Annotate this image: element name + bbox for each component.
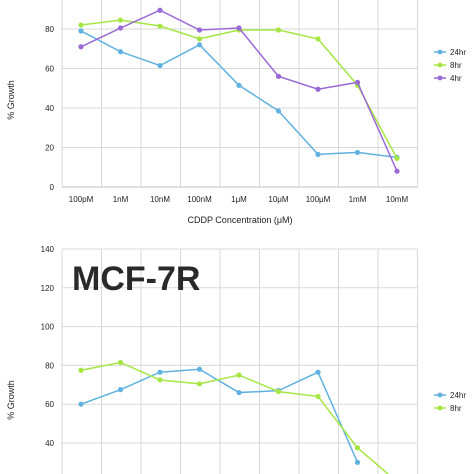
y-tick-label: 60 [45,65,54,74]
data-point [78,28,84,34]
data-point [117,387,124,393]
legend-swatch-marker [437,392,443,398]
series-24hr [78,28,400,160]
data-point [157,7,163,13]
legend-label: 8hr [450,61,462,70]
data-point [236,389,242,396]
y-tick-label: 80 [45,361,54,370]
x-tick-label: 10nM [150,195,170,204]
series-line [80,19,398,159]
data-point [315,369,321,375]
data-point [236,372,242,378]
series-line [80,368,359,463]
y-tick-label: 60 [45,400,54,409]
data-point [196,366,203,372]
series-24hr [78,366,361,465]
x-tick-label: 1mM [349,195,367,204]
data-point [354,445,361,451]
data-point [78,22,84,28]
x-tick-label: 10μM [268,195,289,204]
legend: 24hr 8hr [434,391,466,413]
data-point [275,73,282,79]
data-point [196,36,203,42]
data-point [157,62,163,69]
x-tick-label: 100pM [69,195,94,204]
y-axis-title: % Growth [6,80,16,120]
chart-panel-bottom: 40 60 80 100 120 140 % Growth MCF-7R 24hr 8hr [6,245,466,474]
y-axis-title: % Growth [6,380,16,420]
data-point [157,23,163,29]
data-point [315,36,321,42]
x-tick-label: 100μM [306,195,331,204]
data-point [236,82,242,88]
legend-label: 8hr [450,404,462,413]
data-point [157,369,163,375]
data-point [78,367,84,373]
data-point [117,49,124,55]
data-point [117,25,124,31]
legend-swatch-marker [437,75,443,81]
x-tick-label: 10mM [386,195,409,204]
data-point [236,25,242,31]
data-point [117,17,124,23]
data-point [315,86,321,92]
data-point [275,388,282,395]
data-point [394,168,400,174]
legend: 24hr 8hr 4hr [434,48,466,83]
y-tick-label: 140 [41,245,55,254]
data-point [315,151,321,158]
legend-label: 4hr [450,74,462,83]
series-line [80,30,398,159]
data-point [196,27,203,33]
legend-swatch-marker [437,405,443,411]
data-point [117,359,124,366]
chart-panel-top: 0 20 40 60 80 100pM 1nM 10nM 100nM 1μM 10μM 100μM 1m… [6,0,466,225]
data-point [315,393,321,400]
data-point [78,44,84,50]
y-tick-label: 40 [45,439,54,448]
y-tick-label: 120 [41,284,55,293]
y-tick-label: 80 [45,25,54,34]
legend-label: 24hr [450,391,466,400]
series-8hr [78,359,390,474]
data-point [394,155,400,161]
data-point [196,42,203,48]
series-line [80,361,390,474]
legend-swatch-marker [437,62,443,68]
data-point [78,401,84,407]
x-tick-label: 1nM [113,195,129,204]
series-8hr [78,17,400,161]
legend-swatch-marker [437,49,443,55]
data-point [275,108,282,114]
y-tick-label: 100 [41,323,55,332]
y-tick-label: 20 [45,144,54,153]
data-point [275,27,282,33]
data-point [196,381,203,387]
data-point [354,79,361,85]
legend-label: 24hr [450,48,466,57]
x-axis-title: CDDP Concentration (μM) [187,215,292,225]
x-tick-label: 100nM [187,195,212,204]
panel-title: MCF-7R [72,260,200,298]
data-point [354,149,361,156]
data-point [354,459,361,465]
y-tick-label: 40 [45,104,54,113]
y-tick-label: 0 [50,183,55,192]
data-point [157,377,163,383]
x-tick-label: 1μM [231,195,247,204]
series-4hr [78,7,400,174]
